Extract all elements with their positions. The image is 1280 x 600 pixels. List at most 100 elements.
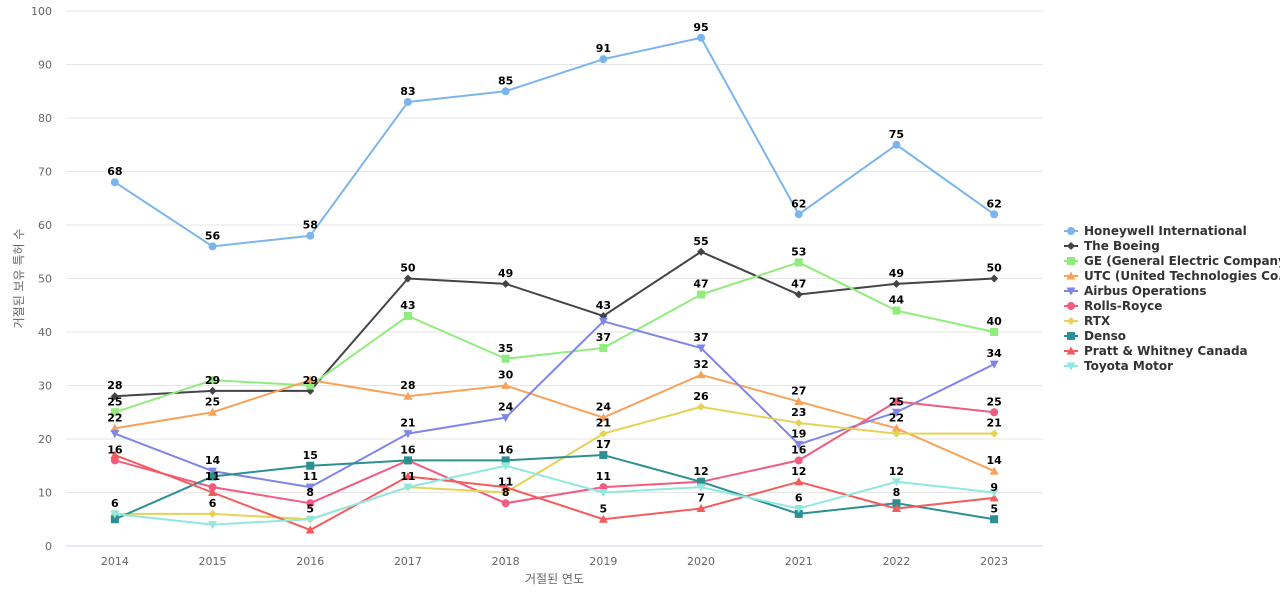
legend-item[interactable]: Toyota Motor: [1064, 359, 1173, 373]
data-point: [501, 499, 510, 508]
data-point: [892, 279, 901, 288]
series-3: [110, 258, 999, 417]
legend-marker: [1067, 242, 1075, 250]
x-tick-label: 2019: [589, 555, 617, 568]
data-label: 43: [596, 299, 611, 312]
data-label: 95: [693, 21, 708, 34]
data-point: [598, 413, 608, 422]
data-point: [794, 397, 804, 406]
data-label: 43: [400, 299, 415, 312]
data-point: [110, 510, 120, 519]
data-point: [306, 381, 315, 390]
legend-label: Pratt & Whitney Canada: [1084, 344, 1248, 358]
data-point: [989, 466, 999, 475]
legend-marker: [1067, 332, 1075, 340]
data-point: [794, 477, 804, 486]
data-point: [403, 311, 412, 320]
data-point: [696, 483, 706, 492]
data-label: 44: [889, 294, 905, 307]
data-label: 25: [205, 395, 220, 408]
legend-item[interactable]: UTC (United Technologies Co...: [1064, 269, 1280, 283]
data-label: 16: [400, 443, 416, 456]
data-label: 26: [693, 390, 709, 403]
series-line: [113, 464, 996, 526]
legend-item[interactable]: Pratt & Whitney Canada: [1064, 344, 1248, 358]
data-label: 11: [205, 470, 220, 483]
data-point: [989, 489, 999, 497]
data-label: 62: [791, 197, 806, 210]
data-label: 14: [205, 454, 221, 467]
data-point: [794, 210, 803, 219]
legend-item[interactable]: GE (General Electric Company): [1064, 254, 1280, 268]
y-tick-label: 40: [38, 326, 52, 339]
x-tick-label: 2017: [394, 555, 422, 568]
data-label: 21: [596, 417, 611, 430]
data-label: 23: [791, 406, 806, 419]
data-point: [208, 521, 218, 530]
data-point: [598, 489, 608, 497]
x-tick-label: 2018: [492, 555, 520, 568]
data-point: [110, 178, 119, 187]
data-label: 24: [596, 401, 612, 414]
data-label: 32: [693, 358, 708, 371]
data-label: 25: [107, 395, 122, 408]
data-point: [990, 408, 999, 417]
y-tick-label: 60: [38, 219, 52, 232]
data-label: 29: [303, 374, 318, 387]
data-label: 12: [791, 465, 806, 478]
data-label: 12: [693, 465, 708, 478]
data-point: [891, 423, 901, 432]
y-tick-label: 20: [38, 433, 52, 446]
data-point: [305, 375, 315, 384]
data-point: [403, 274, 412, 283]
y-tick-label: 30: [38, 380, 52, 393]
data-point: [892, 140, 901, 149]
data-point: [892, 429, 901, 438]
data-label: 14: [986, 454, 1002, 467]
data-label: 8: [306, 486, 314, 499]
legend-marker: [1066, 362, 1076, 371]
data-label: 55: [693, 235, 708, 248]
legend-item[interactable]: Denso: [1064, 329, 1126, 343]
data-label: 16: [791, 443, 807, 456]
data-label: 5: [600, 502, 608, 515]
series-5: [110, 317, 999, 492]
data-point: [794, 440, 804, 449]
legend-item[interactable]: Airbus Operations: [1064, 284, 1207, 298]
data-point: [892, 397, 901, 406]
data-point: [891, 478, 901, 487]
data-label: 28: [107, 379, 122, 392]
legend-label: Denso: [1084, 329, 1126, 343]
data-point: [891, 408, 901, 417]
legend-marker: [1067, 257, 1075, 265]
y-tick-label: 100: [31, 5, 52, 18]
data-label: 25: [889, 395, 904, 408]
data-point: [110, 515, 119, 524]
data-label: 50: [986, 262, 1002, 275]
data-label: 83: [400, 85, 415, 98]
x-axis-title: 거절된 연도: [525, 572, 584, 586]
data-point: [794, 290, 803, 299]
data-label: 50: [400, 262, 416, 275]
data-point: [110, 392, 119, 401]
data-label: 21: [400, 417, 415, 430]
legend-item[interactable]: RTX: [1064, 314, 1111, 328]
legend-item[interactable]: The Boeing: [1064, 239, 1160, 253]
legend-marker: [1067, 317, 1075, 325]
data-label: 56: [205, 229, 221, 242]
data-point: [696, 504, 706, 513]
legend-label: Rolls-Royce: [1084, 299, 1162, 313]
legend-item[interactable]: Honeywell International: [1064, 224, 1247, 238]
axes: 0 10 20 30 40 50 60 70 80 90 100 2014 2015 2016 2017 20…: [31, 5, 1008, 568]
data-label: 6: [209, 497, 217, 510]
series-line: [113, 405, 996, 521]
legend-item[interactable]: Rolls-Royce: [1064, 299, 1162, 313]
data-point: [403, 391, 413, 400]
data-label: 29: [205, 374, 220, 387]
data-label: 16: [107, 443, 123, 456]
y-axis-title: 거절된 보유 특허 수: [12, 229, 26, 329]
data-point: [892, 499, 901, 508]
data-point: [208, 386, 217, 395]
data-point: [110, 430, 120, 439]
